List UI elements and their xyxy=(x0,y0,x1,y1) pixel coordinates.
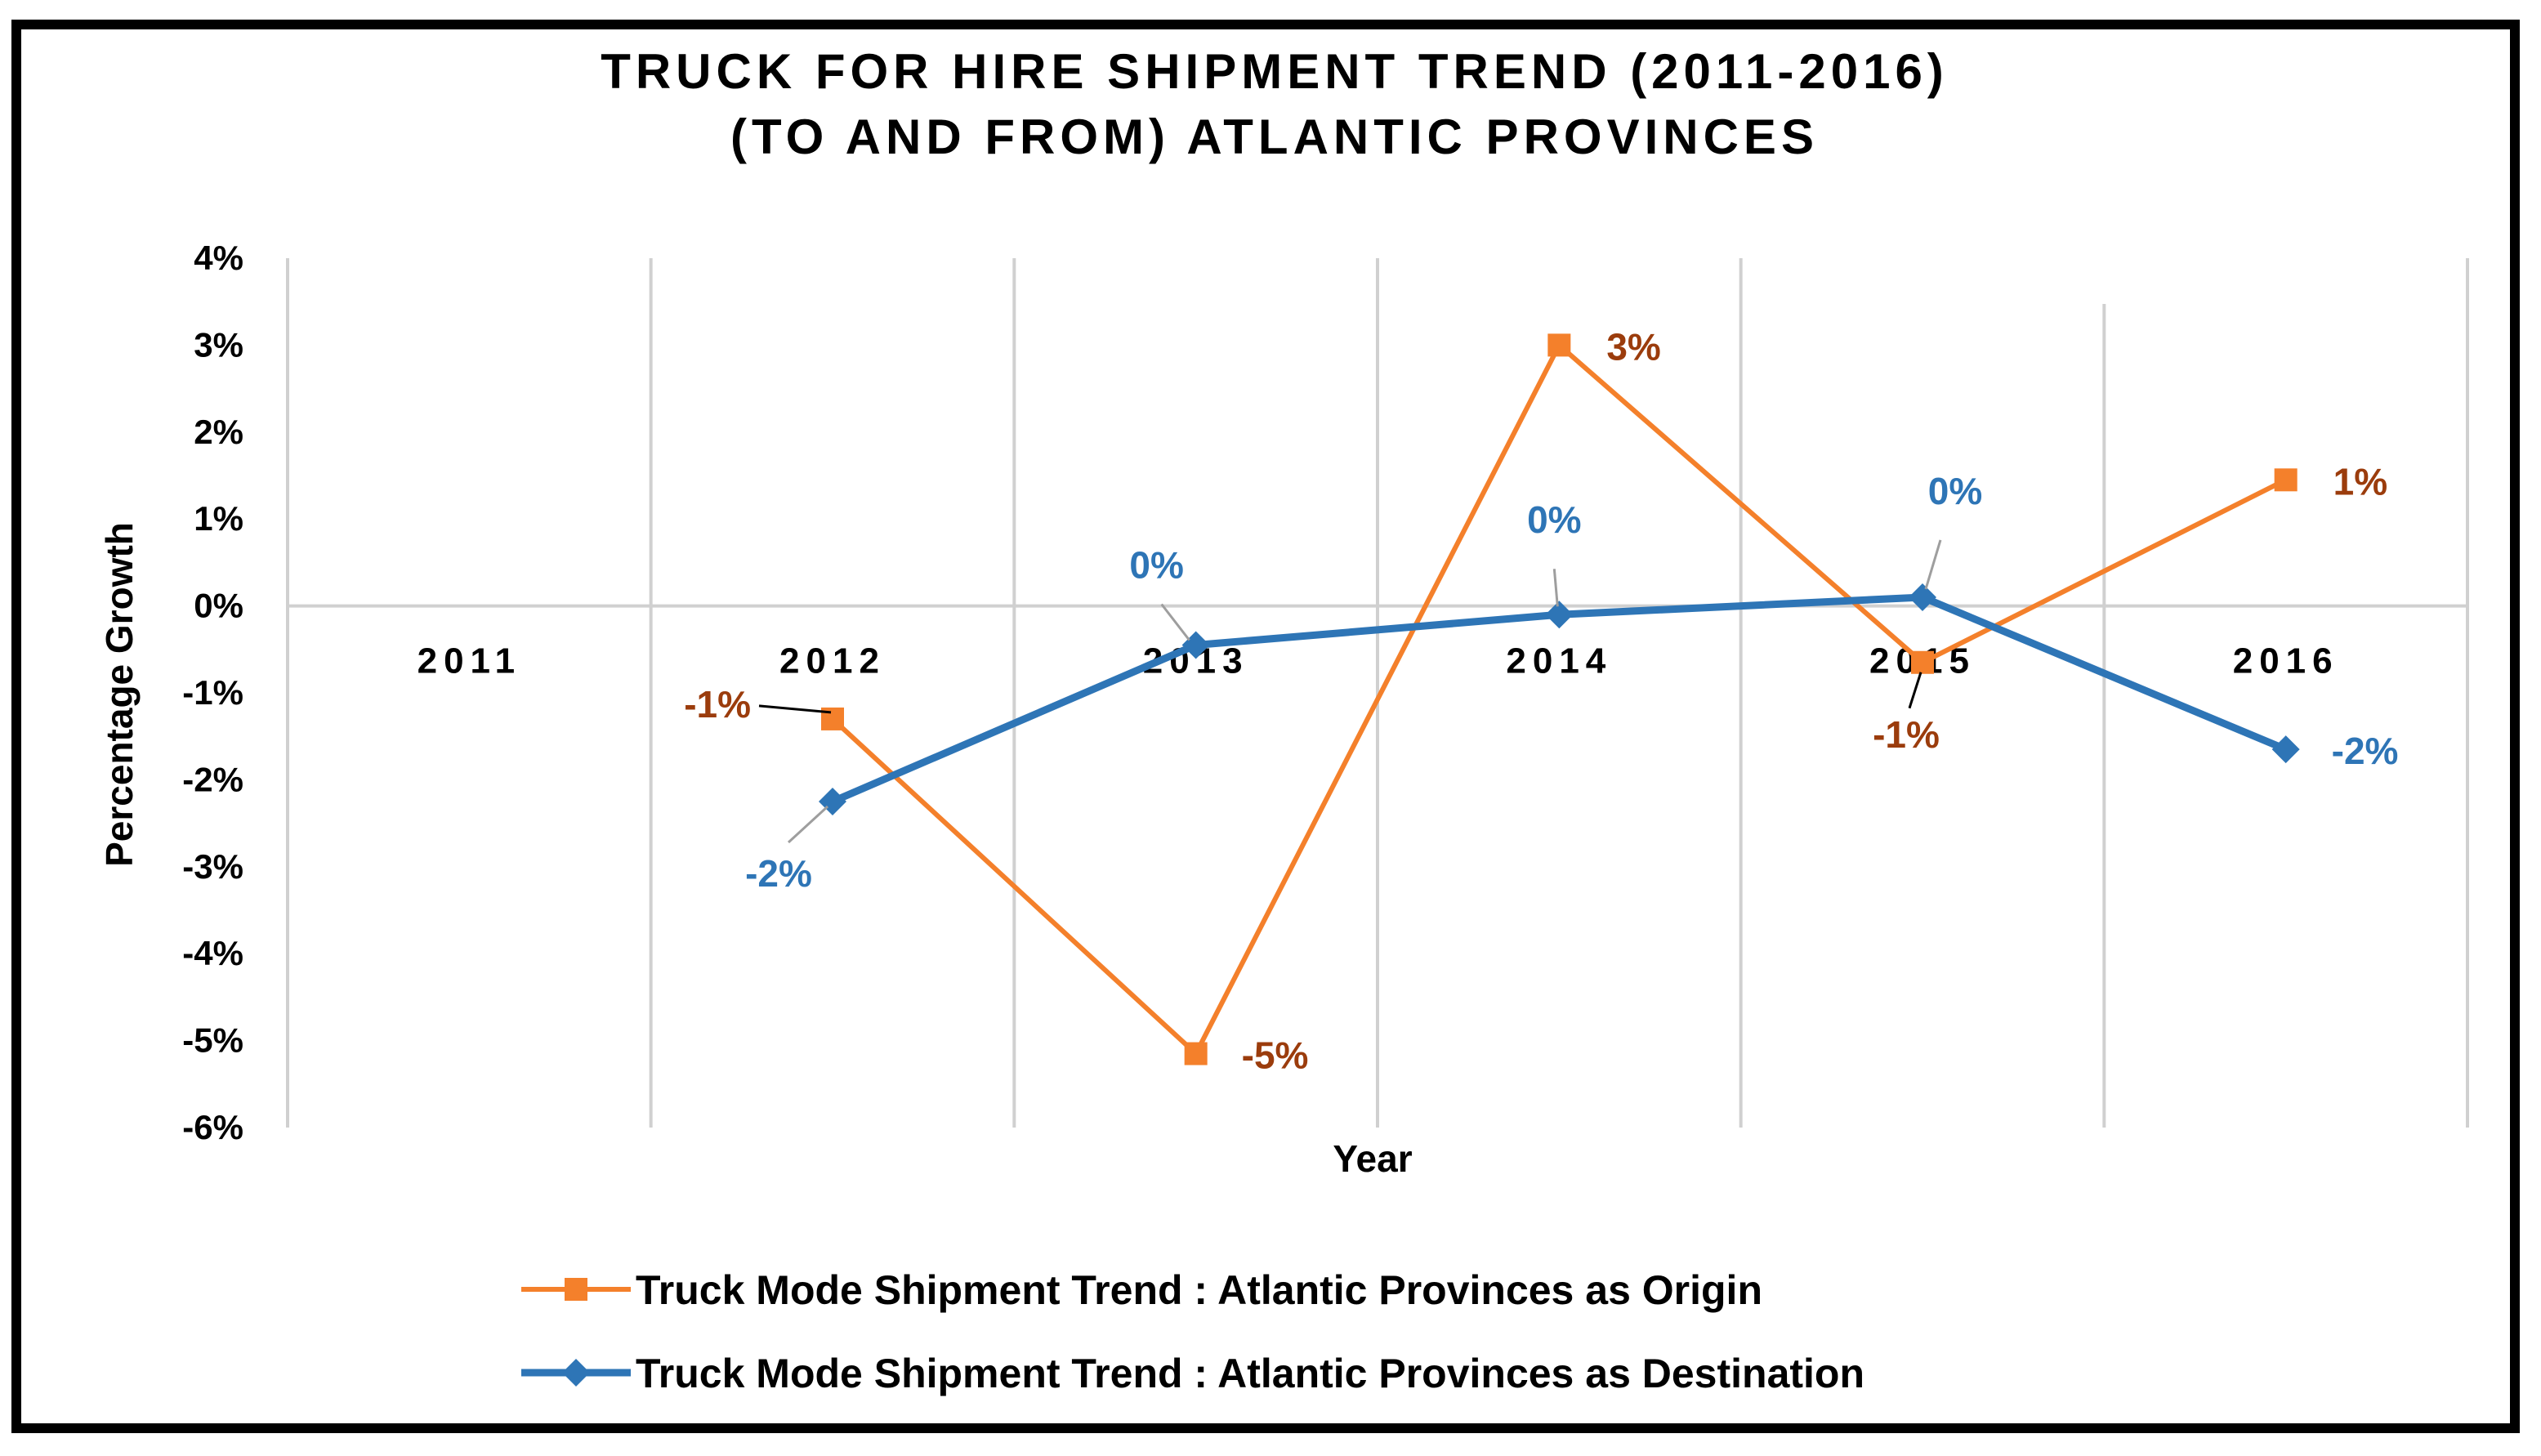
legend-item-origin: Truck Mode Shipment Trend : Atlantic Pro… xyxy=(521,1267,1762,1313)
chart-frame xyxy=(11,20,2520,1433)
legend: Truck Mode Shipment Trend : Atlantic Pro… xyxy=(521,1267,1864,1396)
legend-label: Truck Mode Shipment Trend : Atlantic Pro… xyxy=(636,1351,1864,1396)
y-tick-label: -4% xyxy=(182,934,243,972)
data-label: -1% xyxy=(684,683,751,726)
data-label-leader xyxy=(1924,539,1942,590)
data-label-leader xyxy=(1908,672,1922,709)
data-label: 0% xyxy=(1129,543,1183,586)
data-label: -2% xyxy=(745,852,812,895)
y-tick-label: 1% xyxy=(194,499,243,538)
y-tick-label: -1% xyxy=(182,673,243,712)
series-line-origin xyxy=(830,341,2288,1058)
y-tick-label: 0% xyxy=(194,587,243,625)
x-tick-label: 2014 xyxy=(1506,641,1612,681)
data-point-origin xyxy=(1547,333,1571,357)
y-tick-label: -6% xyxy=(182,1108,243,1146)
y-tick-label: 3% xyxy=(194,325,243,364)
y-tick-label: -2% xyxy=(182,760,243,798)
data-label: -5% xyxy=(1242,1034,1309,1077)
data-label: 0% xyxy=(1527,498,1581,541)
data-label: 3% xyxy=(1606,325,1660,368)
legend-label: Truck Mode Shipment Trend : Atlantic Pro… xyxy=(636,1267,1762,1313)
y-axis-title: Percentage Growth xyxy=(98,522,141,867)
data-point-origin xyxy=(1911,650,1934,674)
legend-item-destination: Truck Mode Shipment Trend : Atlantic Pro… xyxy=(521,1351,1864,1396)
x-tick-label: 2016 xyxy=(2233,641,2339,681)
legend-marker xyxy=(565,1278,587,1301)
data-label: 0% xyxy=(1928,470,1982,512)
x-tick-label: 2012 xyxy=(779,641,886,681)
data-point-destination xyxy=(1545,601,1574,629)
data-label-leader xyxy=(1160,603,1190,641)
y-tick-label: -5% xyxy=(182,1021,243,1060)
x-axis-title: Year xyxy=(1333,1137,1412,1180)
x-axis-ticks: 201120122013201420152016 xyxy=(418,641,2339,681)
data-label-leader xyxy=(787,805,829,844)
y-tick-label: 4% xyxy=(194,239,243,277)
y-axis-ticks: 4% 3% 2% 1% 0% -1% -2% -3% -4% -5% -6% xyxy=(182,239,243,1146)
gridlines xyxy=(286,258,2469,1128)
data-point-origin xyxy=(2274,468,2298,492)
data-label-leader xyxy=(758,704,832,714)
chart-title: TRUCK FOR HIRE SHIPMENT TREND (2011-2016… xyxy=(601,44,1949,164)
data-label-leader xyxy=(1552,569,1559,607)
chart-title-line-2: (TO AND FROM) ATLANTIC PROVINCES xyxy=(730,109,1819,164)
data-label: -1% xyxy=(1873,713,1940,756)
series-layer: -1% -5% 3% -1% 1% -2% 0% 0% 0% -2% xyxy=(684,325,2398,1076)
data-point-origin xyxy=(1184,1042,1208,1065)
x-tick-label: 2011 xyxy=(418,641,521,681)
y-tick-label: 2% xyxy=(194,413,243,451)
chart-title-line-1: TRUCK FOR HIRE SHIPMENT TREND (2011-2016… xyxy=(601,44,1949,99)
data-label: -2% xyxy=(2332,730,2399,772)
data-point-destination xyxy=(2271,735,2300,764)
data-point-destination xyxy=(1909,583,1936,611)
y-tick-label: -3% xyxy=(182,847,243,886)
legend-marker xyxy=(562,1359,590,1387)
data-label: 1% xyxy=(2333,460,2387,502)
